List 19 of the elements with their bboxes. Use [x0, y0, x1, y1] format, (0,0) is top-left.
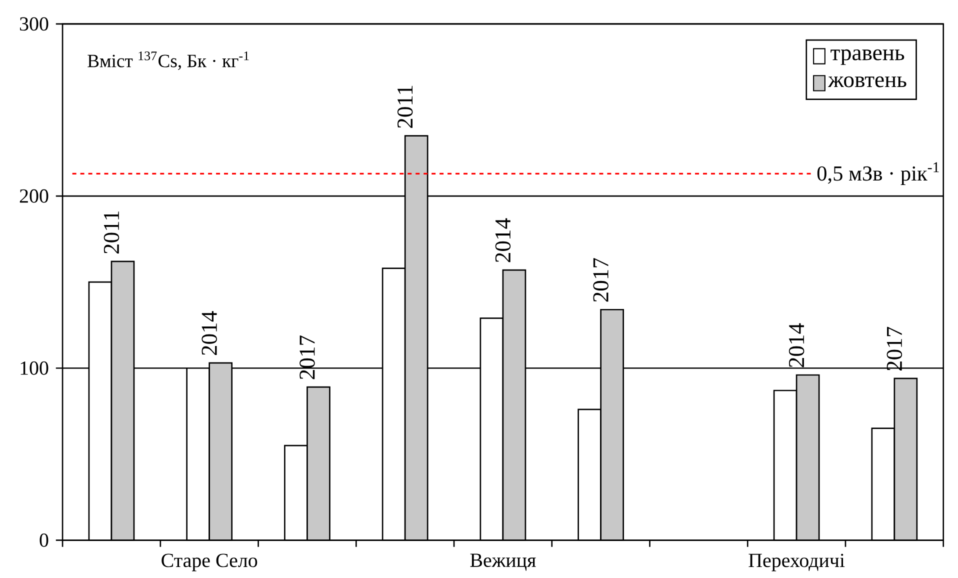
- x-tick-label: Переходичі: [748, 554, 845, 572]
- legend-label: травень: [830, 49, 904, 65]
- annotation: 2014: [788, 323, 804, 368]
- annotation: 2017: [886, 326, 902, 371]
- y-tick-label: 100: [20, 361, 48, 375]
- annotation: 2017: [300, 336, 315, 380]
- annotation: 2014: [202, 311, 217, 356]
- annotation: 2014: [495, 218, 511, 262]
- annotation: 2017: [593, 258, 608, 302]
- y-tick-label: 300: [20, 17, 48, 31]
- y-tick-label: 0: [40, 534, 48, 547]
- annotation: 2011: [104, 212, 120, 254]
- legend-label: жовтень: [828, 76, 906, 88]
- text: Вміст $^{137}$Cs, Бк · кг$^{-1}$: [88, 52, 249, 70]
- x-tick-label: Старе Село: [162, 554, 258, 572]
- annotation: 2011: [397, 86, 413, 128]
- ref-line-label: 0,5 мЗв · рік$^{-1}$: [817, 162, 939, 186]
- y-tick-label: 200: [20, 189, 48, 203]
- x-tick-label: Вежиця: [470, 554, 536, 571]
